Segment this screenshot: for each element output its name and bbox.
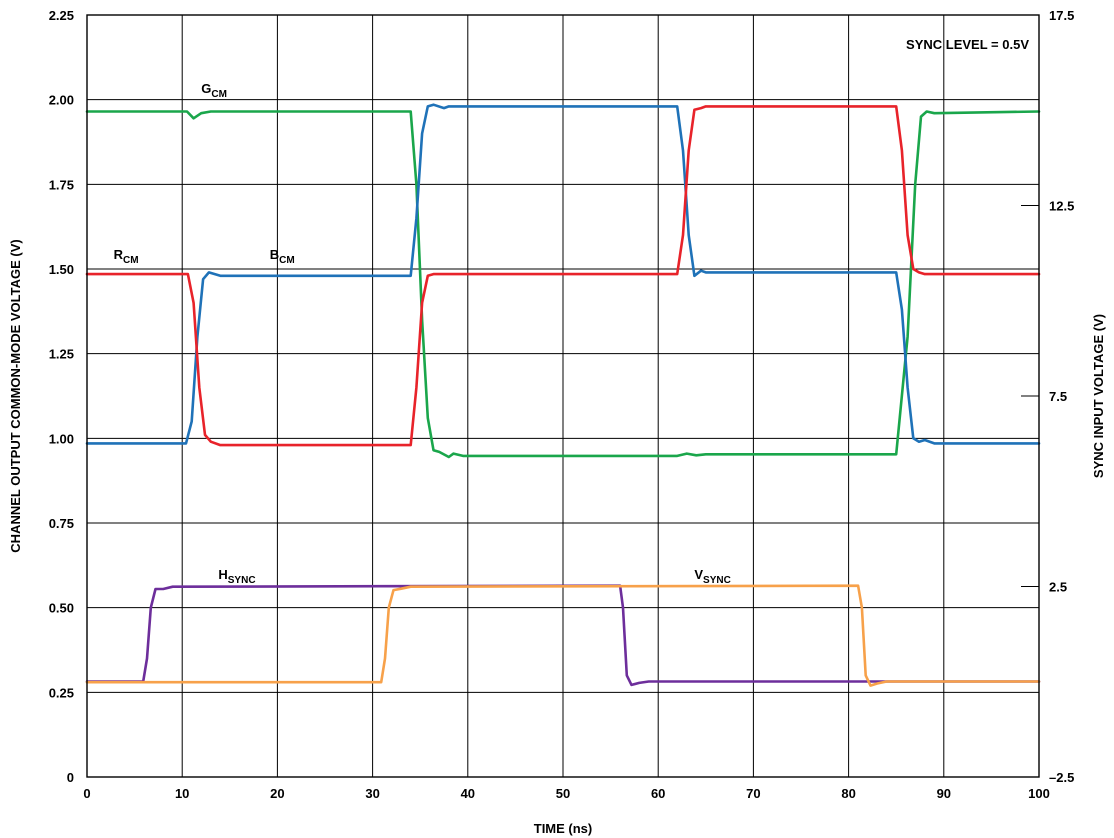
x-tick-label: 100 — [1028, 786, 1050, 801]
series-label-b-cm: BCM — [270, 247, 295, 266]
y-tick-label: 1.75 — [49, 177, 74, 192]
y2-tick-label: –2.5 — [1049, 770, 1074, 785]
y-tick-label: 1.50 — [49, 262, 74, 277]
y2-tick-label: 17.5 — [1049, 8, 1074, 23]
y-tick-label: 2.25 — [49, 8, 74, 23]
y2-axis-ticks: –2.5 2.5 7.5 12.5 17.5 — [1021, 8, 1074, 785]
y2-tick-label: 12.5 — [1049, 199, 1074, 214]
x-tick-label: 10 — [175, 786, 189, 801]
x-tick-label: 0 — [83, 786, 90, 801]
x-tick-label: 30 — [365, 786, 379, 801]
x-tick-label: 70 — [746, 786, 760, 801]
x-axis-ticks: 0 10 20 30 40 50 60 70 80 90 100 — [83, 786, 1049, 801]
series-label-h-sync: HSYNC — [218, 567, 255, 586]
x-tick-label: 80 — [841, 786, 855, 801]
series-line-g-cm — [85, 110, 1041, 459]
x-tick-label: 90 — [937, 786, 951, 801]
x-tick-label: 20 — [270, 786, 284, 801]
y2-tick-label: 7.5 — [1049, 389, 1067, 404]
y-tick-label: 1.25 — [49, 347, 74, 362]
sync-level-annotation: SYNC LEVEL = 0.5V — [906, 37, 1029, 52]
series-traces — [85, 103, 1041, 687]
y-tick-label: 0 — [67, 770, 74, 785]
series-labels: GCM BCM RCM HSYNC VSYNC — [114, 81, 731, 586]
y2-tick-label: 2.5 — [1049, 580, 1067, 595]
y-tick-label: 1.00 — [49, 431, 74, 446]
y-tick-label: 0.75 — [49, 516, 74, 531]
x-tick-label: 60 — [651, 786, 665, 801]
y-tick-label: 0.25 — [49, 685, 74, 700]
y-axis-label: CHANNEL OUTPUT COMMON-MODE VOLTAGE (V) — [8, 239, 23, 552]
series-line-r-cm — [85, 105, 1041, 447]
x-tick-label: 50 — [556, 786, 570, 801]
y2-axis-label: SYNC INPUT VOLTAGE (V) — [1091, 314, 1106, 478]
y-tick-label: 0.50 — [49, 601, 74, 616]
grid-lines — [86, 14, 1040, 778]
x-axis-label: TIME (ns) — [534, 821, 593, 836]
y-tick-label: 2.00 — [49, 93, 74, 108]
x-tick-label: 40 — [461, 786, 475, 801]
series-line-v-sync — [85, 584, 1041, 687]
series-label-v-sync: VSYNC — [694, 567, 730, 586]
series-label-g-cm: GCM — [201, 81, 227, 100]
series-label-r-cm: RCM — [114, 247, 139, 266]
y-axis-ticks: 0 0.25 0.50 0.75 1.00 1.25 1.50 1.75 2.00 2.25 — [49, 8, 74, 785]
series-line-b-cm — [85, 103, 1041, 445]
